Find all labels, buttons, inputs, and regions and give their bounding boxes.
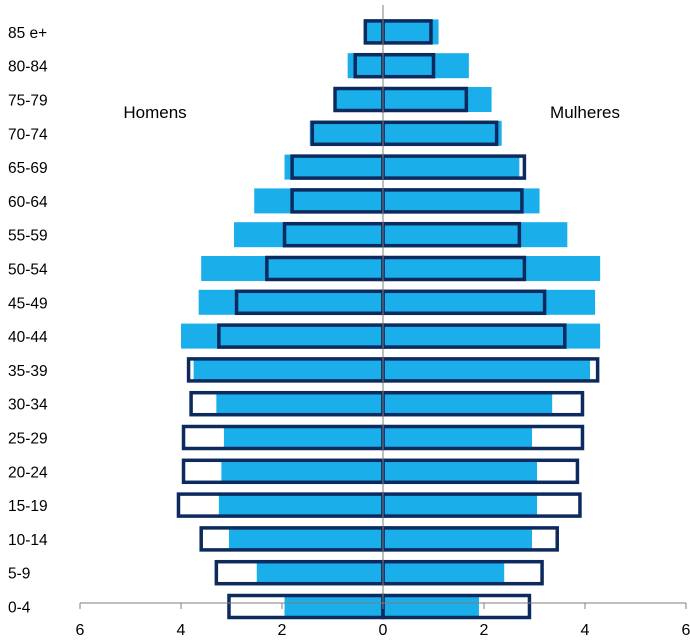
age-group-labels: 0-4 5-9 10-14 15-19 20-24 25-29 30-34 35-39 40-4… (8, 25, 48, 617)
men-label: Homens (123, 103, 186, 122)
age-label-25-29: 25-29 (8, 431, 48, 448)
bar-filled-right-75-79 (383, 87, 492, 112)
age-label-60-64: 60-64 (8, 194, 48, 211)
bar-filled-left-65-69 (284, 154, 383, 180)
bar-filled-left-75-79 (335, 87, 383, 112)
age-label-80-84: 80-84 (8, 59, 48, 76)
bar-filled-left-80-84 (347, 53, 383, 79)
age-label-65-69: 65-69 (8, 160, 48, 177)
women-label: Mulheres (550, 103, 620, 122)
bar-filled-right-50-54 (383, 256, 601, 281)
age-label-30-34: 30-34 (8, 397, 48, 414)
bar-filled-left-35-39 (193, 357, 383, 383)
bar-filled-left-30-34 (216, 391, 383, 417)
bar-filled-left-70-74 (309, 120, 383, 146)
bar-filled-right-65-69 (383, 154, 520, 180)
bar-filled-right-20-24 (383, 458, 538, 484)
x-axis: 6 4 2 0 2 4 6 (76, 602, 690, 639)
bar-filled-left-85 e+ (365, 19, 383, 45)
age-label-20-24: 20-24 (8, 464, 48, 481)
bar-filled-left-40-44 (181, 323, 383, 349)
age-label-40-44: 40-44 (8, 329, 48, 346)
bar-filled-left-10-14 (228, 526, 383, 552)
bar-filled-left-15-19 (218, 492, 383, 518)
bar-filled-left-0-4 (284, 594, 383, 619)
bar-filled-right-5-9 (383, 560, 505, 586)
bar-filled-left-60-64 (254, 188, 383, 214)
x-tick-label: 0 (379, 622, 388, 639)
bar-filled-right-60-64 (383, 188, 540, 214)
bar-filled-left-50-54 (201, 256, 383, 281)
age-label-10-14: 10-14 (8, 532, 48, 549)
age-label-55-59: 55-59 (8, 228, 48, 245)
bar-filled-left-55-59 (234, 222, 383, 248)
age-label-50-54: 50-54 (8, 262, 48, 279)
bar-filled-left-20-24 (221, 458, 383, 484)
bar-filled-left-25-29 (223, 425, 383, 450)
age-label-15-19: 15-19 (8, 498, 48, 515)
age-label-75-79: 75-79 (8, 93, 48, 110)
bar-filled-right-45-49 (383, 289, 596, 315)
bar-filled-right-55-59 (383, 222, 568, 248)
bar-filled-left-45-49 (198, 289, 383, 315)
bar-filled-right-35-39 (383, 357, 591, 383)
bar-filled-right-80-84 (383, 53, 469, 79)
bar-filled-right-25-29 (383, 425, 532, 450)
age-label-0-4: 0-4 (8, 600, 31, 617)
x-tick-label: 6 (682, 622, 690, 639)
x-tick-label: 2 (480, 622, 489, 639)
bar-filled-right-0-4 (383, 594, 479, 619)
bar-filled-right-70-74 (383, 120, 502, 146)
x-tick-label: 2 (278, 622, 287, 639)
age-label-85 e+: 85 e+ (8, 25, 47, 42)
bar-filled-right-15-19 (383, 492, 538, 518)
age-label-45-49: 45-49 (8, 295, 48, 312)
bar-filled-right-10-14 (383, 526, 532, 552)
x-tick-label: 4 (581, 622, 590, 639)
age-label-5-9: 5-9 (8, 566, 30, 583)
x-tick-label: 6 (76, 622, 85, 639)
bar-filled-right-40-44 (383, 323, 601, 349)
age-label-70-74: 70-74 (8, 126, 48, 143)
bar-filled-left-5-9 (256, 560, 383, 586)
age-label-35-39: 35-39 (8, 363, 48, 380)
filled-bars (181, 19, 601, 619)
outline-bars (176, 19, 600, 620)
bar-filled-right-30-34 (383, 391, 553, 417)
x-tick-label: 4 (177, 622, 186, 639)
